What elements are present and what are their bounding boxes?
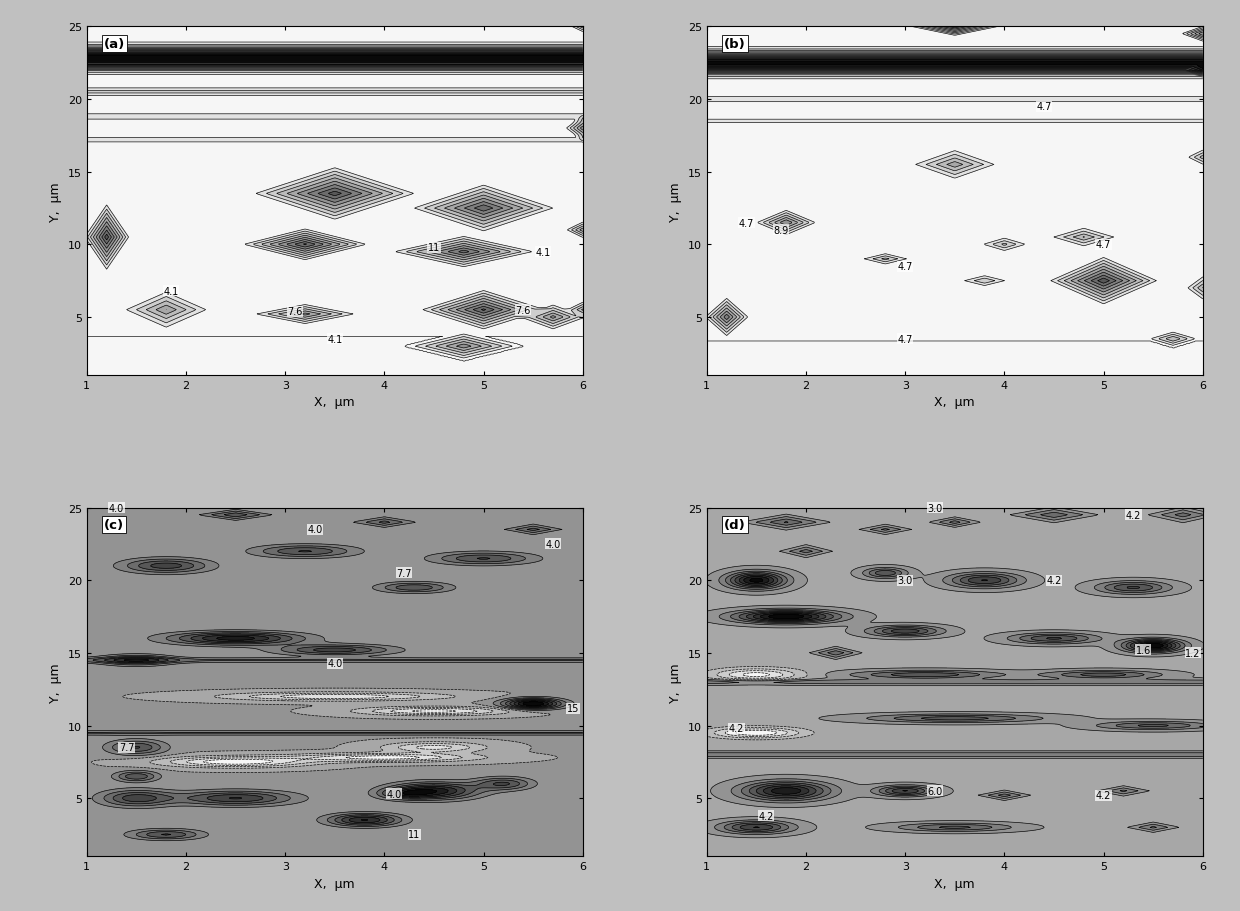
Text: 8.9: 8.9 — [774, 226, 789, 236]
Text: (c): (c) — [104, 518, 124, 531]
Text: 6.0: 6.0 — [928, 786, 942, 796]
X-axis label: X,  μm: X, μm — [935, 396, 975, 409]
Y-axis label: Y,  μm: Y, μm — [670, 181, 682, 221]
Text: (d): (d) — [724, 518, 746, 531]
Text: 1.2: 1.2 — [1185, 648, 1200, 658]
Y-axis label: Y,  μm: Y, μm — [50, 181, 62, 221]
Text: (b): (b) — [724, 37, 746, 51]
Y-axis label: Y,  μm: Y, μm — [50, 662, 62, 702]
Text: 4.1: 4.1 — [536, 247, 551, 257]
Text: 4.2: 4.2 — [729, 723, 744, 733]
Text: 4.0: 4.0 — [546, 539, 560, 549]
Text: 1.6: 1.6 — [1136, 645, 1151, 655]
Y-axis label: Y,  μm: Y, μm — [670, 662, 682, 702]
Text: 11: 11 — [428, 243, 440, 253]
X-axis label: X,  μm: X, μm — [315, 876, 355, 890]
Text: 4.0: 4.0 — [387, 789, 402, 799]
Text: 4.2: 4.2 — [1126, 510, 1141, 520]
Text: 4.2: 4.2 — [1096, 791, 1111, 801]
Text: 4.2: 4.2 — [1047, 576, 1061, 586]
Text: 4.0: 4.0 — [308, 525, 322, 535]
Text: 4.0: 4.0 — [109, 503, 124, 513]
X-axis label: X,  μm: X, μm — [935, 876, 975, 890]
Text: 4.7: 4.7 — [898, 261, 913, 271]
X-axis label: X,  μm: X, μm — [315, 396, 355, 409]
Text: 3.0: 3.0 — [898, 576, 913, 586]
Text: 7.7: 7.7 — [119, 742, 134, 752]
Text: 7.6: 7.6 — [516, 305, 531, 315]
Text: 4.1: 4.1 — [164, 286, 179, 296]
Text: 4.7: 4.7 — [1037, 102, 1052, 112]
Text: 7.6: 7.6 — [288, 307, 303, 317]
Text: 4.0: 4.0 — [327, 659, 342, 669]
Text: 4.7: 4.7 — [739, 219, 754, 229]
Text: 4.7: 4.7 — [898, 334, 913, 344]
Text: 15: 15 — [567, 703, 579, 713]
Text: (a): (a) — [104, 37, 125, 51]
Text: 4.1: 4.1 — [327, 334, 342, 344]
Text: 7.7: 7.7 — [397, 568, 412, 578]
Text: 3.0: 3.0 — [928, 503, 942, 513]
Text: 11: 11 — [408, 830, 420, 840]
Text: 4.2: 4.2 — [759, 811, 774, 821]
Text: 4.7: 4.7 — [1096, 240, 1111, 250]
